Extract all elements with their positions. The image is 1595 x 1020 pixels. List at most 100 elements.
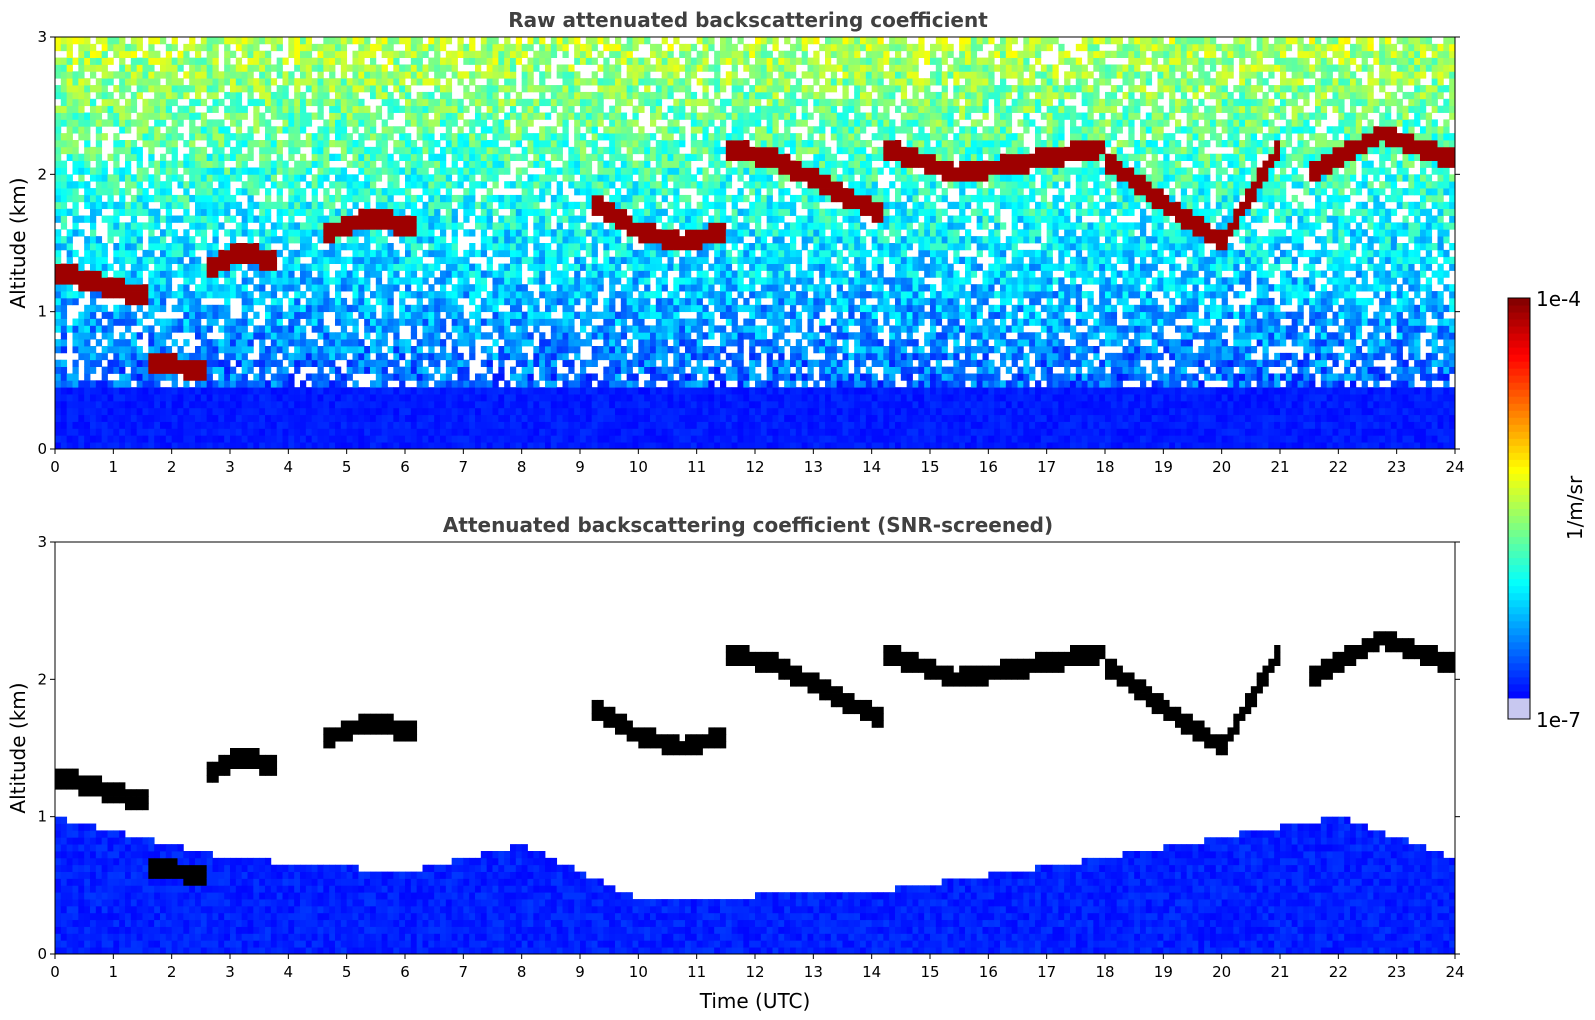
heatmap-cell [113, 51, 119, 58]
heatmap-cell [288, 113, 294, 120]
heatmap-cell [411, 346, 417, 353]
heatmap-cell [487, 209, 493, 216]
heatmap-cell [172, 58, 178, 65]
heatmap-cell [370, 174, 376, 181]
heatmap-cell [183, 373, 189, 380]
heatmap-cell [119, 373, 125, 380]
heatmap-cell [417, 106, 423, 113]
heatmap-cell [382, 222, 388, 229]
heatmap-cell [393, 373, 399, 380]
heatmap-cell [253, 167, 259, 174]
heatmap-cell [154, 415, 160, 422]
heatmap-cell [463, 367, 469, 374]
heatmap-cell [615, 85, 621, 92]
heatmap-cell [195, 222, 201, 229]
heatmap-cell [119, 236, 125, 243]
heatmap-cell [609, 92, 615, 99]
heatmap-cell [539, 408, 545, 415]
heatmap-cell [90, 422, 96, 429]
heatmap-cell [592, 312, 598, 319]
heatmap-cell [213, 99, 219, 106]
heatmap-cell [487, 174, 493, 181]
heatmap-cell [382, 408, 388, 415]
heatmap-cell [405, 71, 411, 78]
heatmap-cell [376, 346, 382, 353]
heatmap-cell [487, 298, 493, 305]
heatmap-cell [213, 216, 219, 223]
heatmap-cell [318, 257, 324, 264]
heatmap-cell [633, 298, 639, 305]
heatmap-cell [452, 64, 458, 71]
heatmap-cell [236, 37, 242, 44]
heatmap-cell [563, 51, 569, 58]
heatmap-cell [195, 401, 201, 408]
heatmap-cell [557, 71, 563, 78]
heatmap-cell [183, 243, 189, 250]
heatmap-cell [259, 332, 265, 339]
heatmap-cell [329, 222, 335, 229]
heatmap-cell [61, 360, 67, 367]
heatmap-cell [131, 422, 137, 429]
heatmap-cell [405, 85, 411, 92]
heatmap-cell [493, 209, 499, 216]
heatmap-cell [102, 367, 108, 374]
heatmap-cell [213, 188, 219, 195]
heatmap-cell [148, 257, 154, 264]
heatmap-cell [154, 78, 160, 85]
heatmap-cell [498, 64, 504, 71]
heatmap-cell [510, 222, 516, 229]
heatmap-cell [609, 305, 615, 312]
heatmap-cell [475, 277, 481, 284]
heatmap-cell [113, 422, 119, 429]
heatmap-cell [271, 401, 277, 408]
heatmap-cell [615, 339, 621, 346]
heatmap-cell [563, 325, 569, 332]
heatmap-cell [207, 195, 213, 202]
heatmap-cell [417, 44, 423, 51]
heatmap-cell [382, 71, 388, 78]
heatmap-cell [148, 367, 154, 374]
heatmap-cell [335, 319, 341, 326]
heatmap-cell [148, 58, 154, 65]
heatmap-cell [236, 99, 242, 106]
heatmap-cell [481, 44, 487, 51]
heatmap-cell [411, 305, 417, 312]
heatmap-cell [201, 435, 207, 442]
heatmap-cell [411, 312, 417, 319]
heatmap-cell [131, 236, 137, 243]
heatmap-cell [423, 188, 429, 195]
heatmap-cell [90, 250, 96, 257]
heatmap-cell [563, 270, 569, 277]
heatmap-cell [125, 126, 131, 133]
heatmap-cell [183, 161, 189, 168]
heatmap-cell [119, 277, 125, 284]
heatmap-cell [376, 188, 382, 195]
heatmap-cell [516, 44, 522, 51]
heatmap-cell [195, 319, 201, 326]
heatmap-cell [318, 126, 324, 133]
heatmap-cell [55, 126, 61, 133]
heatmap-cell [428, 332, 434, 339]
heatmap-cell [405, 64, 411, 71]
heatmap-cell [487, 332, 493, 339]
heatmap-cell [545, 373, 551, 380]
heatmap-cell [405, 257, 411, 264]
heatmap-cell [423, 126, 429, 133]
heatmap-cell [353, 305, 359, 312]
heatmap-cell [393, 401, 399, 408]
heatmap-cell [417, 161, 423, 168]
heatmap-cell [563, 229, 569, 236]
heatmap-cell [113, 346, 119, 353]
heatmap-cell [137, 71, 143, 78]
heatmap-cell [493, 140, 499, 147]
heatmap-cell [108, 387, 114, 394]
heatmap-cell [125, 44, 131, 51]
heatmap-cell [113, 222, 119, 229]
heatmap-cell [370, 442, 376, 449]
heatmap-cell [428, 195, 434, 202]
heatmap-cell [78, 353, 84, 360]
heatmap-cell [533, 64, 539, 71]
heatmap-cell [178, 106, 184, 113]
heatmap-cell [615, 257, 621, 264]
heatmap-cell [458, 401, 464, 408]
